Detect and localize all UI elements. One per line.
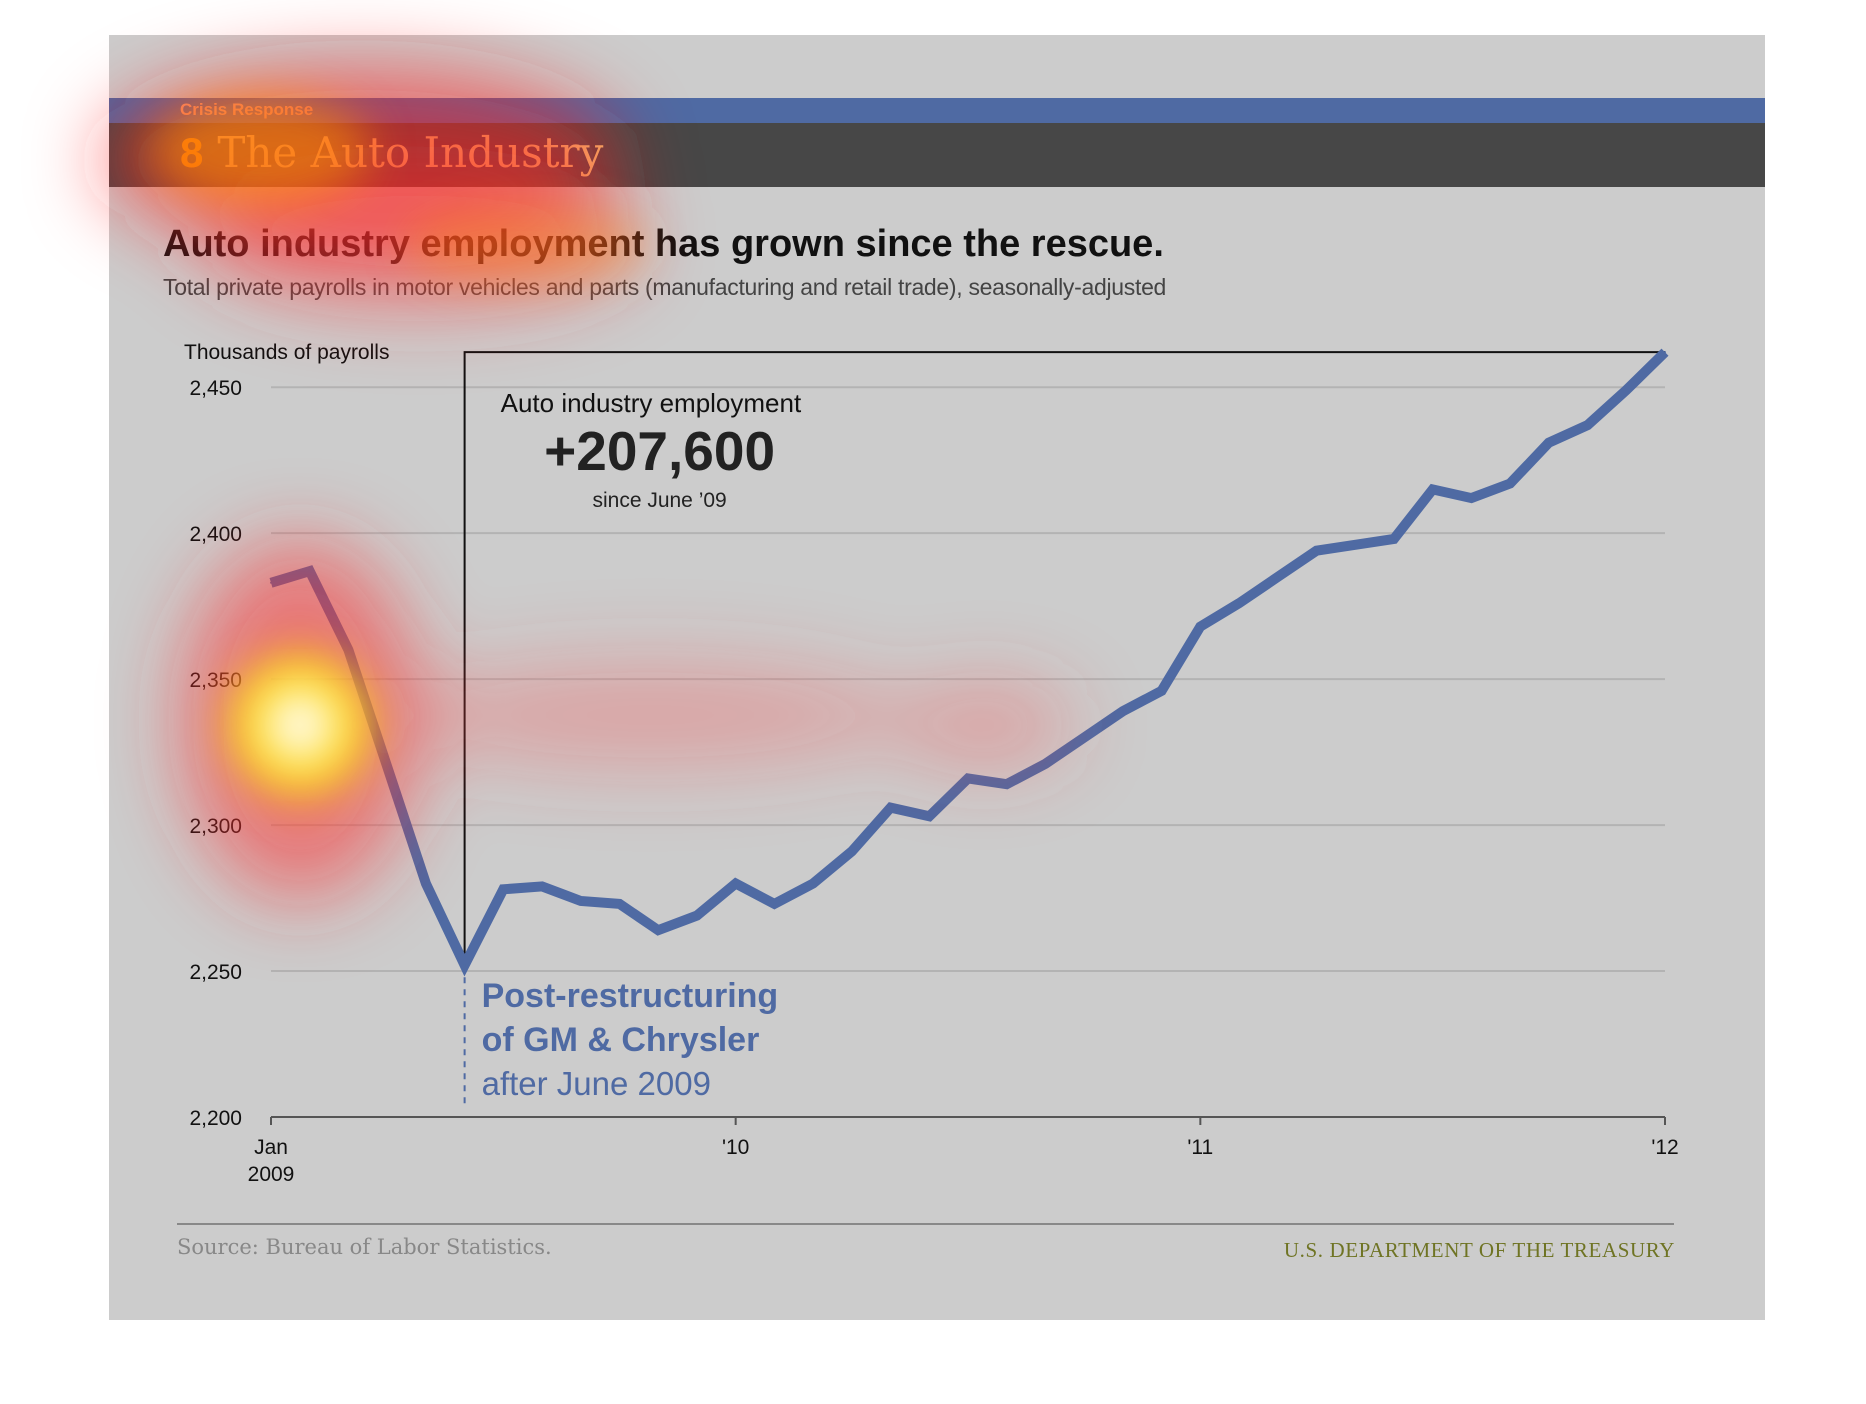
series-line (269, 348, 1669, 977)
y-tick-label: 2,450 (189, 377, 242, 400)
gridlines (271, 386, 1665, 973)
data-point (1470, 497, 1473, 500)
data-point (347, 648, 350, 651)
data-point (967, 777, 969, 780)
data-point (889, 806, 892, 809)
callout-title: Auto industry employment (501, 388, 802, 418)
x-tick-label: '10 (722, 1136, 749, 1159)
data-point (657, 929, 660, 932)
data-point (1664, 351, 1666, 354)
data-point (812, 882, 815, 885)
x-tick-label: '11 (1187, 1136, 1213, 1159)
data-point (1315, 549, 1318, 552)
data-point (1238, 602, 1241, 605)
data-point (1121, 710, 1124, 713)
y-tick-label: 2,400 (189, 523, 242, 546)
x-tick-label-year: 2009 (248, 1163, 295, 1186)
callout-value: +207,600 (544, 420, 775, 482)
data-point (1509, 482, 1512, 485)
source-note: Source: Bureau of Labor Statistics. (177, 1235, 552, 1259)
data-point (579, 899, 582, 902)
data-point (1392, 537, 1395, 540)
y-tick-label: 2,300 (189, 815, 242, 838)
data-point (1586, 424, 1589, 427)
annotations: Auto industry employment+207,600 since Ju… (463, 351, 1665, 1109)
data-point (1044, 762, 1047, 765)
data-point (1276, 575, 1279, 578)
data-point (463, 964, 466, 967)
data-point (1625, 389, 1628, 392)
data-point (618, 902, 621, 905)
data-point (1005, 783, 1008, 786)
data-point (502, 888, 505, 891)
marker-label-line2: of GM & Chrysler (482, 1021, 760, 1059)
callout-since: since June ’09 (592, 489, 726, 512)
data-point (386, 765, 389, 768)
marker-label-line3: after June 2009 (482, 1065, 711, 1102)
marker-label-line1: Post-restructuring (482, 977, 779, 1015)
footer-divider (177, 1223, 1674, 1225)
axes: 2,200 2,250 2,300 2,350 2,400 2,450 Thousands … (184, 341, 1679, 1186)
data-point (1354, 543, 1357, 546)
y-tick-label: 2,250 (189, 961, 242, 984)
data-point (424, 882, 427, 885)
data-point (928, 815, 931, 818)
data-point (695, 914, 698, 917)
series (269, 348, 1669, 977)
data-point (1547, 441, 1550, 444)
data-point (1160, 689, 1163, 692)
y-axis-label: Thousands of payrolls (184, 341, 389, 364)
x-tick-label: Jan (254, 1136, 288, 1159)
x-tick-label: '12 (1651, 1136, 1678, 1159)
data-point (270, 581, 272, 584)
agency-credit: U.S. DEPARTMENT OF THE TREASURY (1283, 1238, 1675, 1262)
y-tick-label: 2,350 (189, 669, 242, 692)
data-point (850, 850, 853, 853)
data-point (308, 570, 311, 573)
data-point (1431, 488, 1434, 491)
data-point (541, 885, 544, 888)
data-point (1083, 736, 1086, 739)
data-point (734, 882, 737, 885)
data-point (773, 902, 776, 905)
data-point (1199, 625, 1202, 628)
y-tick-label: 2,200 (189, 1107, 242, 1130)
